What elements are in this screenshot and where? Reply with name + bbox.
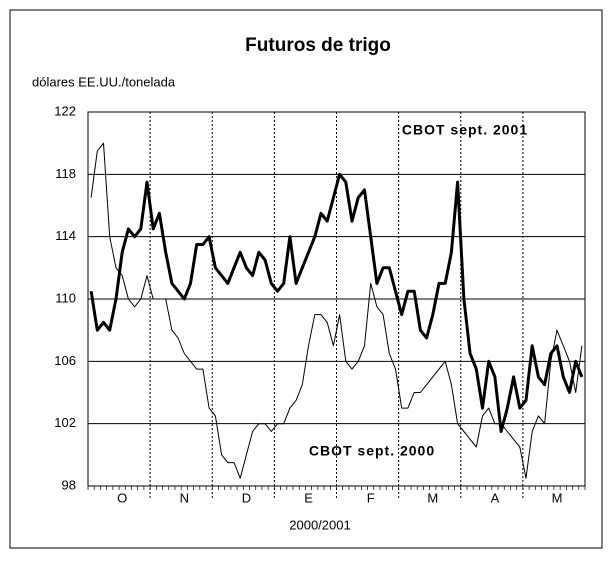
y-tick-label: 106	[54, 353, 76, 368]
series-line	[89, 172, 584, 433]
y-tick-label: 114	[55, 228, 76, 243]
y-axis-label: dólares EE.UU./tonelada	[32, 74, 176, 89]
y-tick-label: 110	[55, 290, 76, 305]
x-tick-label: N	[180, 490, 189, 505]
x-axis-label: 2000/2001	[289, 517, 350, 532]
y-tick-label: 102	[54, 415, 76, 430]
x-tick-label: M	[552, 490, 563, 505]
series-annotation: CBOT sept. 2000	[309, 443, 435, 459]
chart-title: Futuros de trigo	[245, 35, 391, 56]
frame	[9, 9, 603, 549]
x-tick-label: O	[117, 490, 127, 505]
y-tick-label: 98	[62, 477, 76, 492]
x-tick-label: D	[242, 490, 251, 505]
y-tick-label: 118	[55, 166, 76, 181]
x-tick-label: F	[367, 490, 375, 505]
x-tick-label: M	[427, 490, 438, 505]
series-line	[90, 142, 583, 479]
y-tick-label: 122	[54, 103, 76, 118]
series-annotation: CBOT sept. 2001	[402, 122, 528, 138]
x-tick-label: A	[491, 490, 500, 505]
plot-border	[87, 111, 586, 487]
x-tick-label: E	[304, 490, 313, 505]
